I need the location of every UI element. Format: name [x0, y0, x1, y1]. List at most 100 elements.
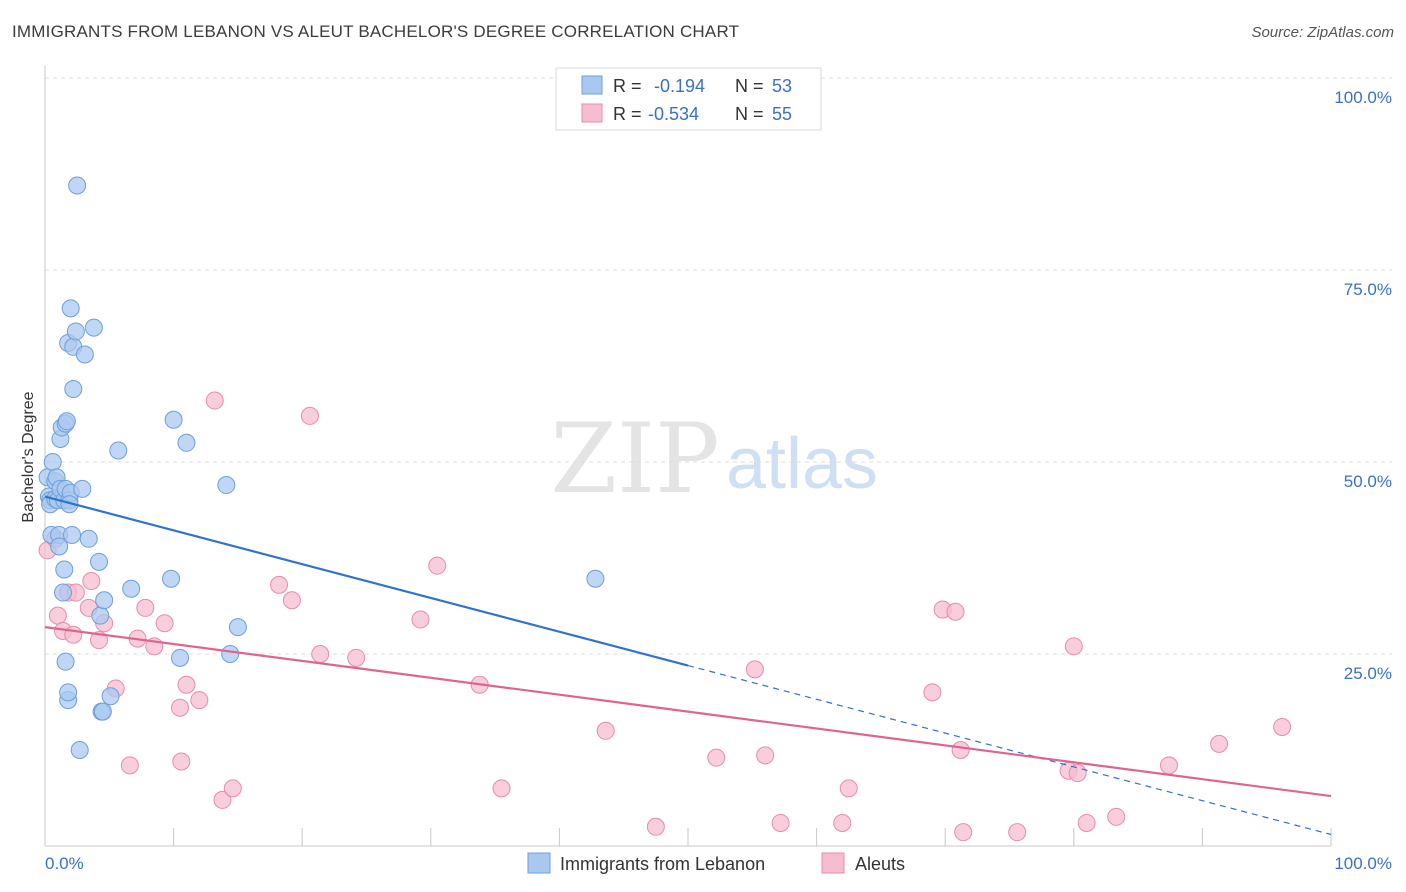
aleuts-point-35 [707, 748, 726, 767]
aleuts-point-37 [756, 746, 775, 765]
lebanon-point-42 [93, 702, 112, 721]
stats-r-label-pink: R = [613, 104, 642, 124]
aleuts-point-34 [646, 817, 665, 836]
aleuts-point-30 [428, 556, 447, 575]
aleuts-point-16 [155, 614, 174, 633]
aleuts-point-51 [1107, 807, 1126, 826]
stats-n-value-blue: 53 [772, 76, 792, 96]
lebanon-point-18 [57, 412, 76, 431]
x-ticks [44, 828, 1332, 846]
aleuts-point-40 [839, 779, 858, 798]
stats-legend: R = -0.194 N = 53 R = -0.534 N = 55 [555, 67, 822, 131]
y-tick-label-25: 25.0% [1344, 664, 1392, 683]
x-tick-label-1: 100.0% [1334, 854, 1392, 873]
lebanon-point-19 [54, 583, 73, 602]
lebanon-point-34 [70, 741, 89, 759]
y-tick-labels: 25.0% 50.0% 75.0% 100.0% [1334, 88, 1392, 683]
lebanon-point-33 [68, 176, 87, 195]
stats-legend-swatch-blue [581, 75, 603, 95]
aleuts-point-39 [833, 813, 852, 832]
aleuts-point-29 [411, 610, 430, 629]
lebanon-point-49 [171, 648, 190, 667]
lebanon-point-46 [122, 579, 141, 598]
aleuts-point-18 [172, 752, 191, 771]
aleuts-point-41 [923, 683, 942, 702]
lebanon-point-32 [66, 322, 85, 341]
lebanon-point-21 [56, 652, 75, 671]
trend-lines [44, 495, 1332, 836]
aleuts-point-45 [954, 823, 973, 842]
lebanon-point-51 [217, 476, 236, 495]
aleuts-point-12 [120, 756, 139, 775]
lebanon-point-5 [43, 453, 62, 471]
aleuts-point-25 [282, 591, 301, 610]
stats-r-label-blue: R = [613, 76, 642, 96]
lebanon-point-11 [50, 537, 69, 556]
x-tick-label-0: 0.0% [45, 854, 84, 873]
watermark-zip: ZIP [550, 403, 719, 515]
aleuts-point-36 [745, 660, 764, 679]
aleuts-point-20 [190, 691, 209, 710]
legend-swatch-lebanon [527, 852, 551, 874]
lebanon-point-54 [586, 569, 605, 588]
lebanon-point-36 [75, 345, 94, 364]
legend-label-lebanon: Immigrants from Lebanon [560, 854, 765, 874]
lebanon-point-29 [63, 525, 82, 544]
lebanon-point-37 [79, 529, 98, 548]
stats-r-value-blue: -0.194 [654, 76, 705, 96]
lebanon-point-45 [109, 441, 128, 460]
aleuts-point-2 [48, 606, 67, 625]
aleuts-point-5 [64, 625, 83, 644]
lebanon-point-20 [55, 560, 74, 579]
stats-r-value-pink: -0.534 [648, 104, 699, 124]
stats-n-value-pink: 55 [772, 104, 792, 124]
aleuts-point-53 [1210, 734, 1229, 753]
series-legend: Immigrants from Lebanon Aleuts [527, 852, 905, 874]
aleuts-point-14 [136, 598, 155, 617]
series-lebanon-points [38, 176, 605, 759]
aleuts-point-44 [951, 741, 970, 759]
lebanon-point-23 [59, 683, 78, 702]
y-axis-label: Bachelor's Degree [20, 391, 37, 522]
aleuts-point-52 [1159, 756, 1178, 775]
lebanon-point-39 [90, 552, 109, 571]
aleuts-point-49 [1068, 764, 1087, 783]
stats-legend-swatch-pink [581, 103, 603, 123]
series-aleuts-points [38, 391, 1292, 842]
lebanon-point-43 [95, 591, 114, 610]
lebanon-point-50 [177, 433, 196, 452]
chart-title: IMMIGRANTS FROM LEBANON VS ALEUT BACHELO… [12, 22, 740, 41]
watermark-atlas: atlas [726, 424, 878, 504]
lebanon-point-52 [221, 645, 240, 663]
legend-swatch-aleuts [821, 852, 845, 874]
aleuts-point-54 [1273, 717, 1292, 736]
aleuts-point-24 [270, 575, 289, 594]
aleuts-point-26 [300, 406, 319, 425]
gridlines [45, 77, 1392, 655]
lebanon-point-38 [84, 318, 103, 337]
source-credit: Source: ZipAtlas.com [1251, 24, 1394, 41]
aleuts-point-32 [492, 779, 511, 798]
lebanon-point-30 [64, 380, 83, 399]
aleuts-point-23 [205, 391, 224, 410]
aleuts-point-38 [771, 813, 790, 832]
aleuts-point-43 [946, 602, 965, 621]
aleuts-point-50 [1077, 813, 1096, 832]
aleuts-point-33 [596, 721, 615, 740]
aleuts-point-17 [171, 698, 190, 717]
aleuts-point-9 [90, 631, 109, 650]
y-tick-label-75: 75.0% [1344, 280, 1392, 299]
lebanon-point-35 [73, 479, 92, 498]
lebanon-point-48 [164, 410, 183, 429]
lebanon-point-28 [61, 299, 80, 318]
lebanon-point-47 [162, 569, 181, 588]
y-tick-label-50: 50.0% [1344, 472, 1392, 491]
lebanon-trend-line [44, 495, 689, 667]
aleuts-point-46 [1008, 823, 1027, 842]
aleuts-point-8 [82, 572, 101, 591]
stats-n-label-blue: N = [735, 76, 764, 96]
aleuts-point-21 [213, 790, 232, 809]
aleuts-trend-line [44, 626, 1332, 798]
aleuts-point-19 [177, 675, 196, 694]
